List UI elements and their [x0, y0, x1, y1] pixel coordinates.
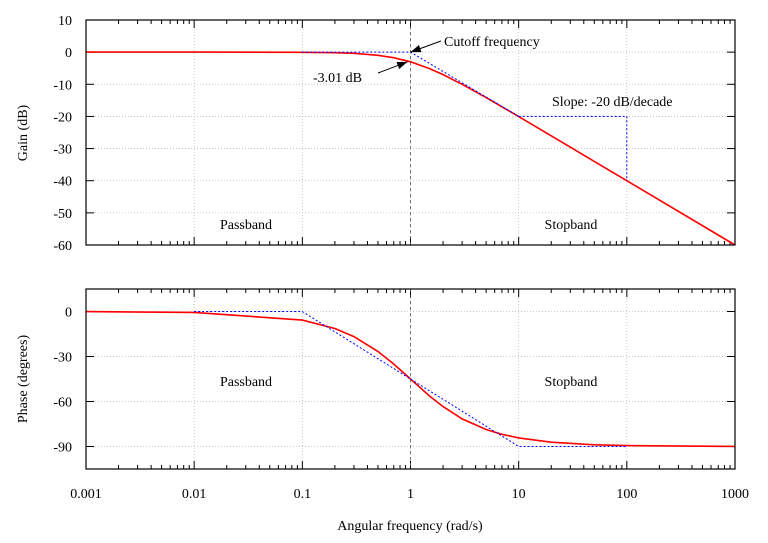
x-tick-label: 0.1: [294, 487, 312, 502]
plot-frame: [85, 288, 736, 470]
y-tick-label: -30: [53, 143, 72, 158]
cutoff-arrow-head: [410, 45, 422, 53]
y-tick-label: -60: [53, 239, 72, 254]
annotation-cutoff: Cutoff frequency: [444, 35, 540, 50]
response-curve: [85, 310, 736, 448]
phase-passband-label: Passband: [220, 375, 272, 390]
gain-passband-label: Passband: [220, 218, 272, 233]
response-curve: [86, 51, 736, 246]
phase-stopband-label: Stopband: [545, 375, 598, 390]
asymptote-line: [194, 311, 627, 447]
y-tick-label: -90: [53, 441, 72, 456]
asymptote-line: [518, 115, 628, 181]
x-tick-label: 0.001: [70, 487, 102, 502]
annotation-3db: -3.01 dB: [313, 71, 362, 86]
x-axis-label: Angular frequency (rad/s): [337, 519, 483, 534]
gain-axis-label: Gain (dB): [16, 104, 31, 161]
x-tick-label: 0.01: [182, 487, 207, 502]
y-tick-label: -30: [53, 351, 72, 366]
y-tick-label: 10: [58, 14, 72, 29]
x-tick-label: 1000: [721, 487, 749, 502]
y-tick-label: -40: [53, 175, 72, 190]
y-tick-label: 0: [65, 306, 72, 321]
x-tick-label: 10: [512, 487, 526, 502]
y-tick-label: -20: [53, 110, 72, 125]
y-tick-label: 0: [65, 46, 72, 61]
plot-frame: [85, 19, 736, 246]
phase-axis-label: Phase (degrees): [16, 335, 31, 424]
gain-stopband-label: Stopband: [545, 218, 598, 233]
y-tick-label: -50: [53, 207, 72, 222]
y-tick-label: -60: [53, 396, 72, 411]
y-tick-label: -10: [53, 78, 72, 93]
annotation-slope: Slope: -20 dB/decade: [552, 95, 673, 110]
db-arrow-head: [396, 61, 408, 70]
x-tick-label: 100: [616, 487, 637, 502]
x-tick-label: 1: [407, 487, 414, 502]
